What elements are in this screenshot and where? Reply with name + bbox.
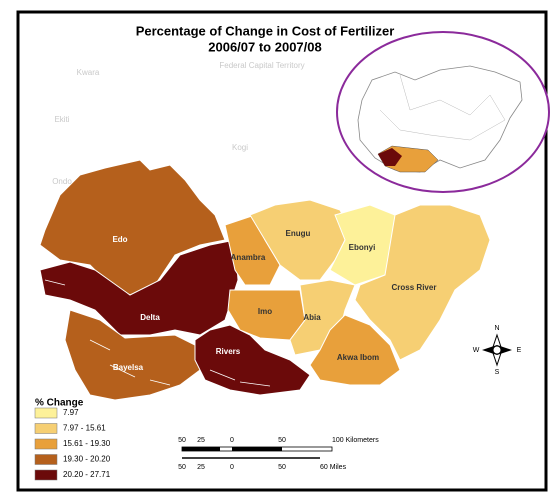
legend-label: 20.20 - 27.71: [63, 470, 111, 479]
state-label: Imo: [258, 307, 272, 316]
background-label: Ekiti: [54, 115, 69, 124]
state-label: Bayelsa: [113, 363, 144, 372]
coast-creeks: [44, 279, 271, 387]
state-region: [39, 159, 226, 296]
scale-label-km: 25: [197, 437, 205, 444]
subtitle: 2006/07 to 2007/08: [208, 39, 321, 54]
state-label: Akwa Ibom: [337, 353, 379, 362]
legend-swatch: [34, 438, 58, 450]
background-label: Kogi: [232, 143, 248, 152]
state-label: Cross River: [392, 283, 437, 292]
state-region: [354, 204, 491, 361]
scale-label-mi: 50: [178, 464, 186, 471]
title: Percentage of Change in Cost of Fertiliz…: [136, 23, 395, 38]
compass: N S E W: [473, 325, 522, 376]
scale-label-mi: 60 Miles: [320, 464, 347, 471]
scale-bar-segment: [182, 447, 220, 451]
scale-bar-segment: [232, 447, 282, 451]
scale-label-mi: 25: [197, 464, 205, 471]
legend-swatch: [34, 423, 58, 434]
state-label: Abia: [303, 313, 321, 322]
background-label: Ondo: [52, 177, 72, 186]
scale-label-km: 0: [230, 437, 234, 444]
state-label: Ebonyi: [349, 243, 376, 252]
inset-map: [336, 31, 550, 193]
states: [39, 159, 491, 401]
labels: Edo Delta Bayelsa Rivers Anambra Enugu Ebonyi I…: [112, 229, 436, 372]
state-label: Edo: [112, 235, 127, 244]
legend-label: 15.61 - 19.30: [63, 439, 111, 448]
state-region: [309, 314, 401, 386]
legend-title: % Change: [35, 398, 84, 409]
legend-swatch: [34, 469, 58, 481]
background-label: Federal Capital Territory: [219, 61, 304, 70]
scale-label-km: 100 Kilometers: [332, 437, 379, 444]
compass-center: [492, 345, 502, 355]
scale-label-km: 50: [178, 437, 186, 444]
legend-label: 7.97 - 15.61: [63, 424, 106, 433]
legend-label: 7.97: [63, 408, 79, 417]
compass-e: E: [517, 347, 522, 354]
legend-swatch: [34, 454, 58, 465]
scale-bar: [181, 446, 333, 459]
state-label: Anambra: [231, 253, 266, 262]
state-label: Enugu: [286, 229, 311, 238]
scale-label-mi: 0: [230, 464, 234, 471]
state-region: [64, 309, 201, 401]
state-region: [194, 324, 311, 396]
scale-label-mi: 50: [278, 464, 286, 471]
legend-swatch: [34, 407, 58, 419]
inset-region-dark: [378, 148, 402, 166]
inset-country: [357, 65, 523, 173]
legend-label: 19.30 - 20.20: [63, 455, 111, 464]
inset-borders: [379, 74, 506, 141]
compass-w: W: [473, 347, 480, 354]
state-label: Rivers: [216, 347, 241, 356]
scale-label-km: 50: [278, 437, 286, 444]
compass-s: S: [495, 369, 500, 376]
compass-n: N: [494, 325, 499, 332]
legend: % Change 7.97 7.97 - 15.61 15.61 - 19.30 19…: [34, 398, 111, 481]
background-label: Kwara: [77, 68, 100, 77]
state-label: Delta: [140, 313, 160, 322]
